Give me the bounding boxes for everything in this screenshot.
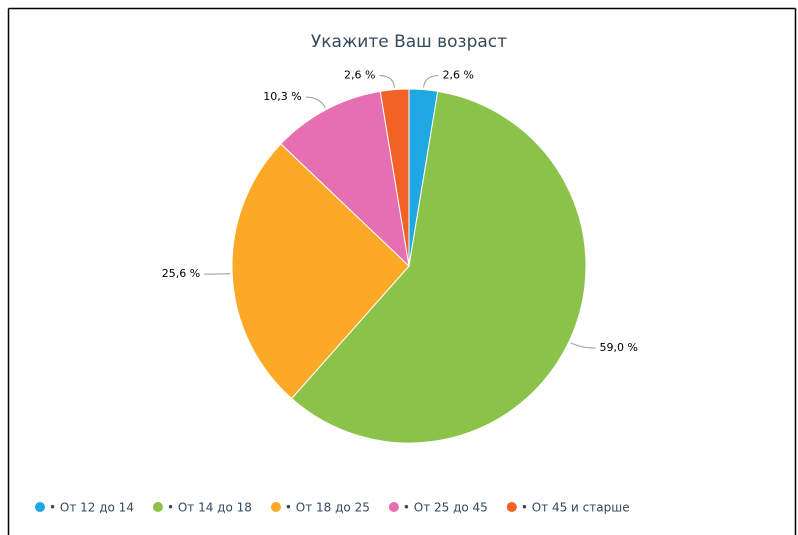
leader-line bbox=[204, 273, 231, 275]
legend-marker bbox=[506, 502, 517, 512]
legend-label: • От 12 до 14 bbox=[49, 501, 134, 515]
data-label: 25,6 % bbox=[162, 267, 200, 280]
legend-marker bbox=[388, 502, 399, 512]
data-label: 2,6 % bbox=[443, 69, 474, 82]
leader-line bbox=[423, 75, 439, 88]
pie-slice bbox=[231, 143, 410, 400]
pie-slice bbox=[379, 88, 410, 267]
pie-slice bbox=[280, 90, 410, 268]
leader-line bbox=[379, 75, 395, 88]
chart-title: Укажите Ваш возраст bbox=[311, 32, 507, 52]
data-label: 59,0 % bbox=[599, 341, 637, 354]
legend-label: • От 14 до 18 bbox=[167, 501, 252, 515]
legend-marker bbox=[270, 502, 281, 512]
legend-label: • От 18 до 25 bbox=[285, 501, 370, 515]
leader-line bbox=[570, 342, 596, 349]
pie-slice bbox=[290, 90, 587, 444]
legend-marker bbox=[152, 502, 163, 512]
data-label: 10,3 % bbox=[263, 90, 301, 103]
legend-label: • От 25 до 45 bbox=[403, 501, 488, 515]
data-label: 2,6 % bbox=[344, 69, 375, 82]
leader-line bbox=[305, 96, 326, 109]
legend-marker bbox=[35, 502, 45, 512]
legend-label: • От 45 и старше bbox=[521, 501, 630, 515]
